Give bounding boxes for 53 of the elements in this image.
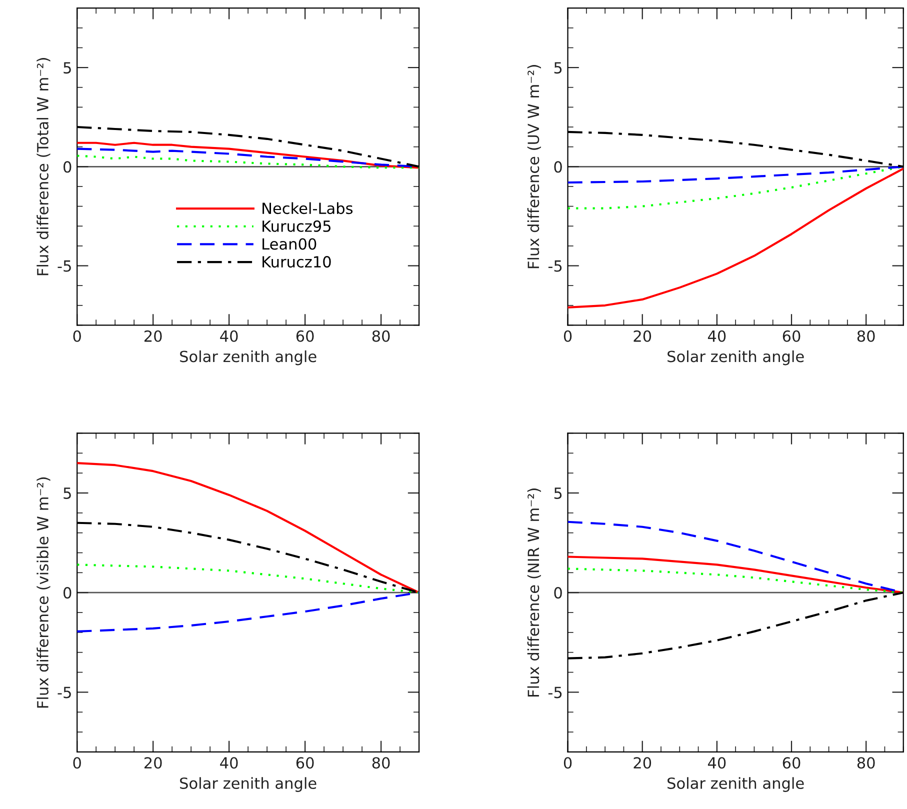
legend-label: Lean00 — [262, 238, 316, 250]
x-tick-label: 40 — [708, 330, 726, 342]
y-tick-label: 5 — [64, 62, 71, 74]
line-series — [77, 564, 420, 594]
y-axis-title: Flux difference (NIR W m⁻²) — [527, 488, 541, 696]
line-series — [568, 168, 904, 308]
y-tick-label: 0 — [554, 587, 562, 599]
y-tick-label: 5 — [64, 488, 71, 500]
x-tick-label: 0 — [564, 757, 572, 769]
y-tick-label: 5 — [554, 488, 562, 500]
x-tick-label: 0 — [564, 330, 572, 342]
y-tick-label: -5 — [548, 260, 562, 272]
y-tick-label: -5 — [58, 686, 71, 698]
line-series — [568, 166, 904, 184]
line-series — [77, 154, 420, 169]
y-axis-title: Flux difference (Total W m⁻²) — [36, 58, 50, 276]
x-tick-label: 80 — [372, 757, 390, 769]
x-tick-label: 20 — [634, 330, 652, 342]
y-tick-label: 0 — [64, 161, 72, 173]
x-tick-label: 40 — [220, 330, 238, 342]
line-series — [568, 568, 904, 594]
y-tick-label: 0 — [554, 161, 562, 173]
y-tick-label: 0 — [64, 587, 72, 599]
x-tick-label: 40 — [220, 757, 238, 769]
x-tick-label: 0 — [73, 330, 81, 342]
legend-label: Kurucz10 — [262, 256, 331, 268]
y-tick-label: -5 — [58, 260, 71, 272]
legend-label: Kurucz95 — [262, 220, 330, 232]
line-series — [77, 142, 420, 169]
x-tick-label: 60 — [296, 757, 314, 769]
x-tick-label: 80 — [857, 330, 875, 342]
x-tick-label: 20 — [634, 757, 652, 769]
y-tick-label: 5 — [554, 62, 562, 74]
x-tick-label: 80 — [857, 757, 875, 769]
x-axis-title: Solar zenith angle — [668, 350, 804, 366]
x-tick-label: 20 — [144, 757, 162, 769]
x-tick-label: 40 — [708, 757, 726, 769]
line-series — [77, 462, 420, 594]
x-axis-title: Solar zenith angle — [668, 777, 804, 792]
x-tick-label: 60 — [782, 330, 800, 342]
y-axis-title: Flux difference (UV W m⁻²) — [527, 65, 541, 268]
x-tick-label: 80 — [372, 330, 390, 342]
x-tick-label: 0 — [73, 757, 81, 769]
legend-label: Neckel-Labs — [262, 202, 353, 214]
x-tick-label: 60 — [296, 330, 314, 342]
y-tick-label: -5 — [548, 686, 562, 698]
line-series — [568, 556, 904, 594]
x-tick-label: 60 — [782, 757, 800, 769]
x-axis-title: Solar zenith angle — [180, 777, 316, 792]
x-axis-title: Solar zenith angle — [180, 350, 316, 366]
x-tick-label: 20 — [144, 330, 162, 342]
y-axis-title: Flux difference (visible W m⁻²) — [36, 477, 50, 708]
line-series — [77, 592, 420, 632]
